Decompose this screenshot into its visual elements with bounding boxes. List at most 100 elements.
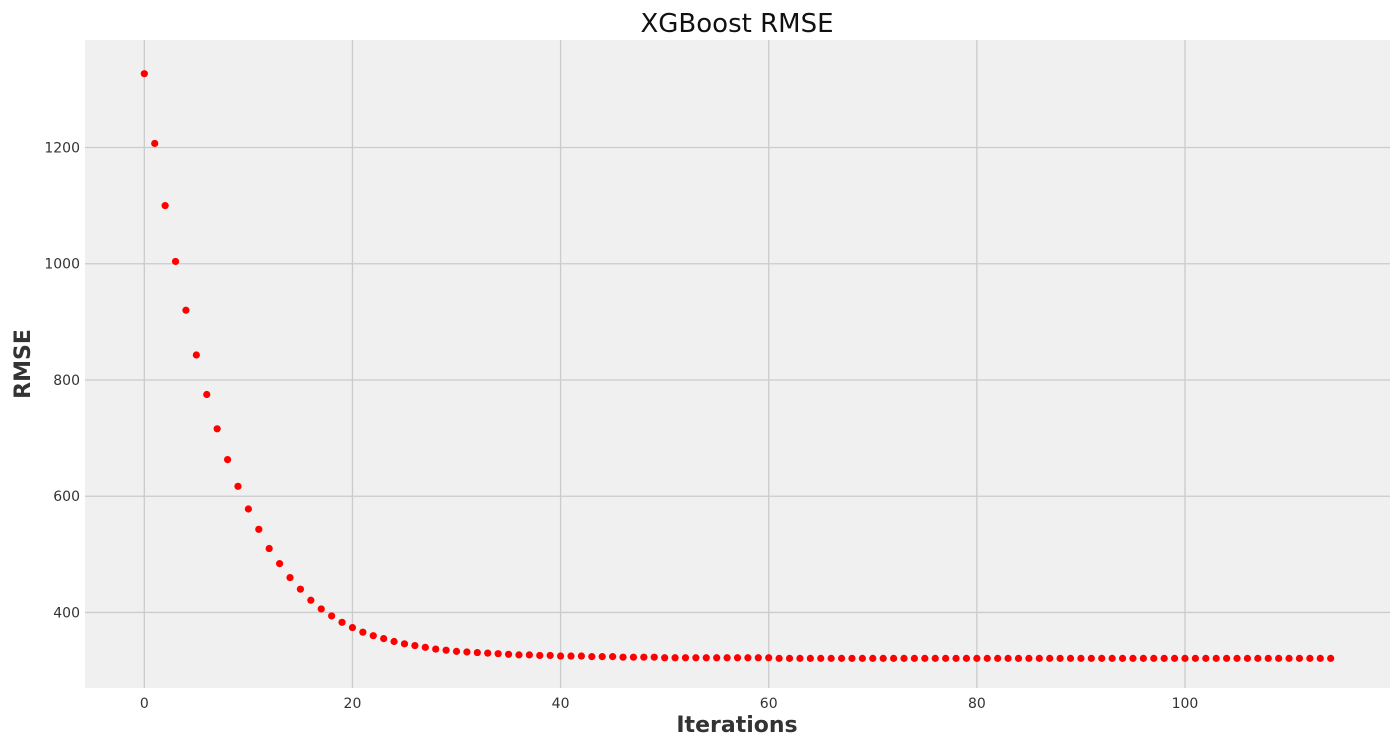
data-point xyxy=(609,653,617,661)
plot-background xyxy=(85,40,1390,688)
data-point xyxy=(328,612,336,620)
data-point xyxy=(556,652,565,660)
data-point xyxy=(369,632,377,640)
x-tick-label: 40 xyxy=(552,696,570,712)
data-point xyxy=(723,654,731,662)
x-tick-label: 80 xyxy=(968,696,986,712)
data-point xyxy=(1285,654,1293,662)
data-point xyxy=(442,646,450,654)
data-point xyxy=(890,654,898,662)
data-point xyxy=(577,652,585,660)
data-point xyxy=(1223,654,1231,662)
data-point xyxy=(151,139,159,148)
data-point xyxy=(1129,654,1137,662)
data-point xyxy=(650,653,658,661)
chart-title: XGBoost RMSE xyxy=(640,9,833,39)
data-point xyxy=(255,525,263,533)
data-point xyxy=(525,651,533,659)
data-point xyxy=(317,605,325,613)
grid-lines xyxy=(85,40,1390,688)
data-point xyxy=(432,645,440,653)
data-point xyxy=(910,654,919,662)
data-point xyxy=(1046,654,1054,662)
data-point xyxy=(661,654,669,662)
data-point xyxy=(473,648,481,657)
y-axis-label: RMSE xyxy=(11,329,36,399)
data-point xyxy=(858,654,866,662)
data-point xyxy=(244,505,252,513)
x-tick-label: 60 xyxy=(760,696,778,712)
data-point xyxy=(1139,654,1147,662)
data-point xyxy=(484,649,492,657)
data-point xyxy=(775,654,783,662)
y-tick-label: 600 xyxy=(53,489,80,505)
data-point xyxy=(1014,654,1023,662)
data-point xyxy=(931,654,939,662)
data-point xyxy=(1056,654,1064,662)
data-point xyxy=(952,654,960,662)
data-point xyxy=(1202,654,1210,662)
data-point xyxy=(546,651,554,660)
x-tick-label: 20 xyxy=(344,696,362,712)
data-point xyxy=(785,654,794,662)
data-point xyxy=(348,623,357,632)
data-point xyxy=(213,425,221,433)
data-point xyxy=(1098,654,1106,662)
data-point xyxy=(879,654,887,662)
data-point xyxy=(671,654,679,662)
data-point xyxy=(817,654,825,662)
data-point xyxy=(452,647,461,655)
y-tick-label: 400 xyxy=(53,605,80,621)
data-point xyxy=(733,654,742,662)
data-point xyxy=(1108,654,1116,662)
data-point xyxy=(702,654,710,662)
data-point xyxy=(1118,654,1127,662)
data-point xyxy=(681,654,690,662)
data-point xyxy=(1150,654,1158,662)
y-tick-label: 1200 xyxy=(44,141,80,157)
data-point xyxy=(962,654,971,662)
data-point xyxy=(1160,654,1168,662)
x-tick-label: 0 xyxy=(140,696,149,712)
data-point xyxy=(286,573,294,582)
data-point xyxy=(806,654,814,662)
data-point xyxy=(1181,654,1189,662)
data-point xyxy=(619,653,627,661)
data-point xyxy=(390,637,398,646)
data-point xyxy=(203,390,211,399)
data-point xyxy=(140,70,148,78)
data-point xyxy=(1264,654,1272,662)
data-points xyxy=(140,70,1335,662)
data-point xyxy=(827,654,835,662)
data-point xyxy=(1025,654,1033,662)
y-tick-labels: 400 600 800 1000 1200 xyxy=(44,141,80,622)
data-point xyxy=(598,653,606,661)
data-point xyxy=(744,654,752,662)
x-axis-label: Iterations xyxy=(676,713,797,738)
data-point xyxy=(536,651,544,660)
data-point xyxy=(1254,654,1262,662)
data-point xyxy=(942,654,950,662)
data-point xyxy=(994,654,1002,662)
data-point xyxy=(1316,654,1324,662)
data-point xyxy=(307,596,315,604)
data-point xyxy=(400,640,409,648)
data-point xyxy=(629,653,638,661)
data-point xyxy=(411,641,419,650)
data-point xyxy=(161,202,169,210)
y-tick-label: 1000 xyxy=(44,257,80,273)
data-point xyxy=(504,650,513,658)
data-point xyxy=(380,635,388,643)
data-point xyxy=(1275,654,1283,662)
data-point xyxy=(463,648,471,656)
data-point xyxy=(182,306,190,314)
y-tick-label: 800 xyxy=(53,373,80,389)
data-point xyxy=(223,456,232,464)
data-point xyxy=(421,643,429,651)
data-point xyxy=(1035,654,1043,662)
data-point xyxy=(1077,654,1085,662)
data-point xyxy=(338,618,346,626)
data-point xyxy=(1327,654,1335,662)
data-point xyxy=(900,654,908,662)
data-point xyxy=(1066,654,1075,662)
